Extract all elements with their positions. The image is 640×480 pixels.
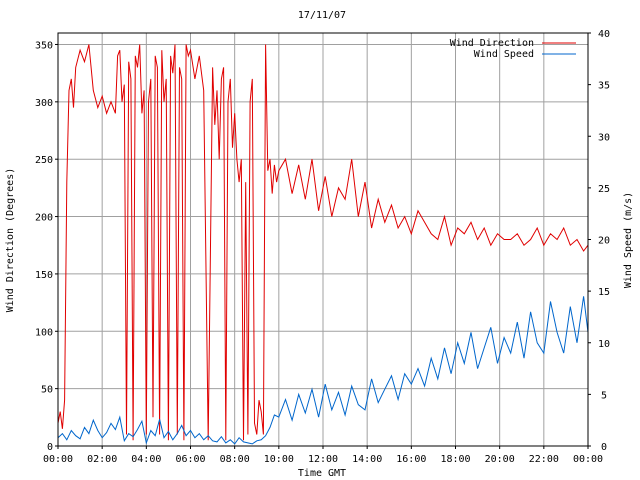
- x-axis-label: Time GMT: [298, 468, 346, 479]
- x-tick-label: 04:00: [131, 454, 161, 465]
- right-tick-label: 10: [598, 339, 610, 350]
- right-tick-label: 25: [598, 184, 610, 195]
- wind-direction-line: [57, 44, 589, 441]
- right-axis-label: Wind Speed (m/s): [623, 192, 634, 288]
- x-tick-label: 14:00: [352, 454, 382, 465]
- x-axis-ticks: 00:00 02:00 04:00 06:00 08:00 10:00 12:00 14:00…: [43, 446, 603, 465]
- x-tick-label: 20:00: [485, 454, 515, 465]
- left-tick-label: 0: [47, 442, 53, 453]
- x-tick-label: 00:00: [43, 454, 73, 465]
- chart-title: 17/11/07: [298, 10, 346, 21]
- x-tick-label: 06:00: [175, 454, 205, 465]
- x-tick-label: 18:00: [440, 454, 470, 465]
- left-axis-label: Wind Direction (Degrees): [5, 168, 16, 313]
- series-layer: [57, 44, 589, 445]
- legend-label-wind-speed: Wind Speed: [474, 49, 534, 60]
- x-tick-label: 08:00: [220, 454, 250, 465]
- right-axis-ticks: 0 5 10 15 20 25 30 35 40: [588, 29, 610, 453]
- left-tick-label: 200: [35, 213, 53, 224]
- left-tick-label: 100: [35, 327, 53, 338]
- left-tick-label: 300: [35, 98, 53, 109]
- right-tick-label: 5: [601, 390, 607, 401]
- wind-speed-line: [57, 296, 589, 445]
- right-tick-label: 0: [601, 442, 607, 453]
- plot-frame: [57, 32, 589, 447]
- left-tick-label: 50: [41, 385, 53, 396]
- left-tick-label: 250: [35, 155, 53, 166]
- left-tick-label: 350: [35, 40, 53, 51]
- left-tick-label: 150: [35, 270, 53, 281]
- left-axis-ticks: 0 50 100 150 200 250 300 350: [35, 40, 58, 453]
- x-tick-label: 12:00: [308, 454, 338, 465]
- legend-label-wind-direction: Wind Direction: [450, 38, 534, 49]
- x-tick-label: 22:00: [529, 454, 559, 465]
- x-tick-label: 00:00: [573, 454, 603, 465]
- x-tick-label: 02:00: [87, 454, 117, 465]
- right-tick-label: 35: [598, 81, 610, 92]
- x-tick-label: 16:00: [396, 454, 426, 465]
- right-tick-label: 20: [598, 236, 610, 247]
- right-tick-label: 40: [598, 29, 610, 40]
- right-tick-label: 30: [598, 132, 610, 143]
- x-tick-label: 10:00: [264, 454, 294, 465]
- right-tick-label: 15: [598, 287, 610, 298]
